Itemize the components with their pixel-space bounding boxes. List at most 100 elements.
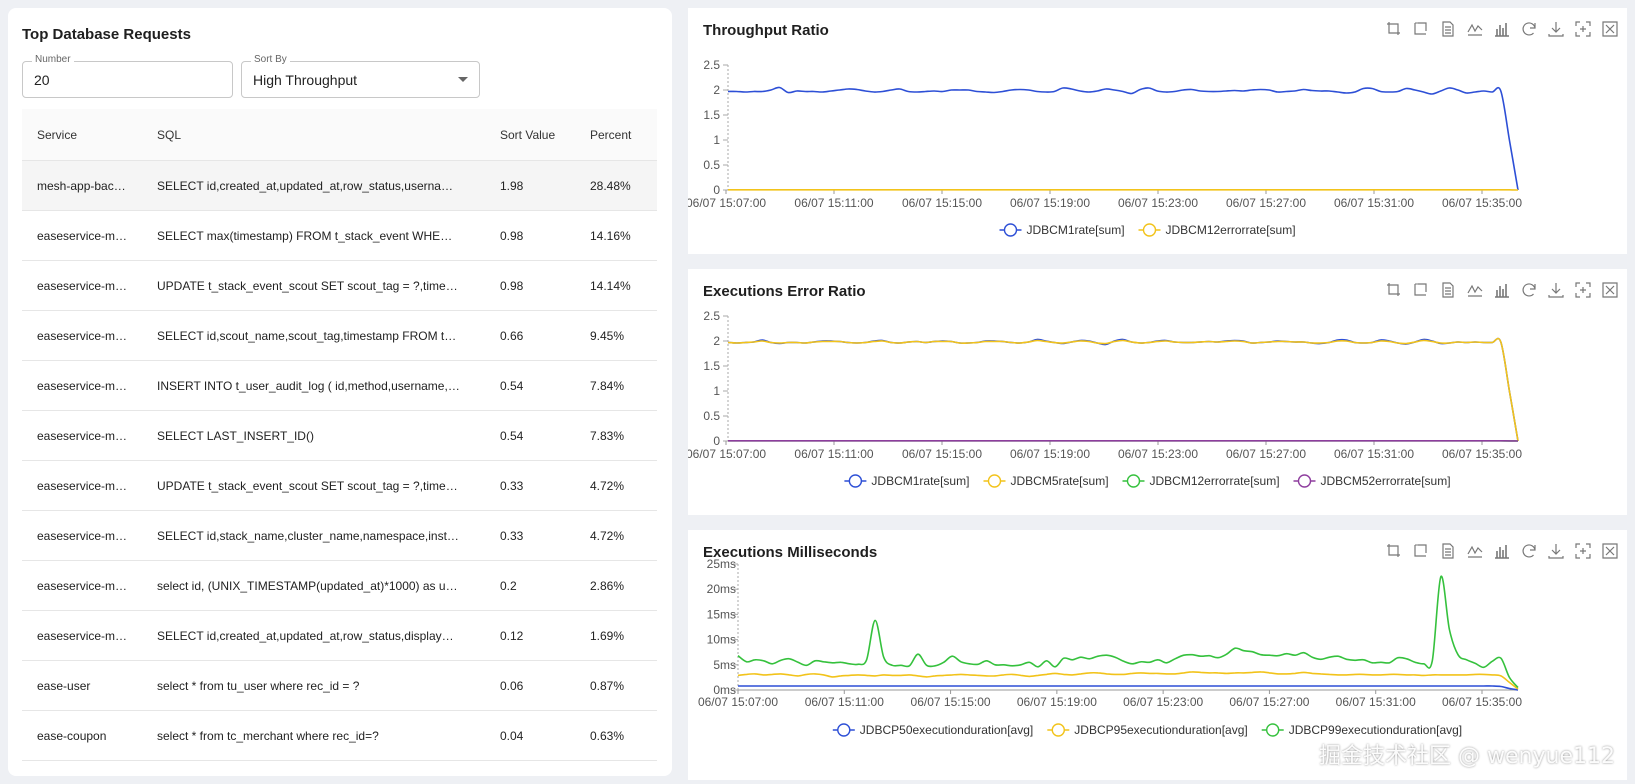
service-cell-text: easeservice-mesh: [37, 478, 130, 493]
restore-icon[interactable]: [1520, 281, 1538, 299]
number-field-value[interactable]: 20: [34, 72, 50, 88]
legend-item[interactable]: JDBCP50executionduration[avg]: [832, 723, 1033, 737]
close-icon[interactable]: [1601, 281, 1619, 299]
table-row[interactable]: easeservice-mesh SELECT id,created_at,upd…: [22, 611, 657, 661]
legend-circle-icon: [1297, 474, 1312, 488]
bar-chart-icon[interactable]: [1493, 20, 1511, 38]
download-icon[interactable]: [1547, 542, 1565, 560]
series-line-2: [727, 337, 1519, 442]
zoom-reset-icon[interactable]: [1412, 281, 1430, 299]
y-tick-label: 25ms: [707, 557, 736, 571]
line-chart-icon[interactable]: [1466, 20, 1484, 38]
legend-item[interactable]: JDBCP99executionduration[avg]: [1261, 723, 1462, 737]
table-row[interactable]: easeservice-mesh INSERT INTO t_user_audit…: [22, 361, 657, 411]
download-icon[interactable]: [1547, 20, 1565, 38]
table-row[interactable]: easeservice-mesh SELECT max(timestamp) FR…: [22, 211, 657, 261]
percent-cell-text: 7.84%: [590, 378, 625, 393]
legend-label: JDBCM12errorrate[sum]: [1166, 223, 1296, 237]
table-row[interactable]: easeservice-mesh SELECT LAST_INSERT_ID() 0…: [22, 411, 657, 461]
sort-value-cell-text: 0.2: [500, 578, 517, 593]
line-chart-icon[interactable]: [1466, 281, 1484, 299]
table-row[interactable]: easeservice-mesh SELECT id,scout_name,sco…: [22, 311, 657, 361]
restore-icon[interactable]: [1520, 542, 1538, 560]
fullscreen-icon[interactable]: [1574, 20, 1592, 38]
zoom-in-icon[interactable]: [1385, 20, 1403, 38]
close-icon[interactable]: [1601, 20, 1619, 38]
column-header-service[interactable]: Service: [37, 127, 78, 142]
close-icon[interactable]: [1601, 542, 1619, 560]
y-tick-label: 1: [713, 133, 720, 147]
chevron-down-icon[interactable]: [458, 77, 468, 82]
sql-cell: SELECT max(timestamp) FROM t_stack_event…: [157, 211, 460, 260]
table-body: mesh-app-backend SELECT id,created_at,upd…: [22, 161, 657, 761]
service-cell-text: easeservice-mesh: [37, 378, 130, 393]
percent-cell: 14.14%: [590, 261, 652, 310]
legend-item[interactable]: JDBCP95executionduration[avg]: [1047, 723, 1248, 737]
x-tick-label: 06/07 15:35:00: [1442, 196, 1522, 210]
legend-label: JDBCM1rate[sum]: [1027, 223, 1125, 237]
service-cell: easeservice-mesh: [37, 511, 130, 560]
bar-chart-icon[interactable]: [1493, 542, 1511, 560]
number-field[interactable]: Number 20: [22, 54, 233, 98]
service-cell: easeservice-mesh: [37, 311, 130, 360]
download-icon[interactable]: [1547, 281, 1565, 299]
x-tick-label: 06/07 15:07:00: [698, 695, 778, 709]
percent-cell: 0.87%: [590, 661, 652, 710]
fullscreen-icon[interactable]: [1574, 281, 1592, 299]
column-header-percent[interactable]: Percent: [590, 127, 632, 142]
chart-canvas[interactable]: 0ms 5ms 10ms 15ms 20ms 25ms 06/07 15:07:00 06/0…: [688, 530, 1627, 780]
zoom-reset-icon[interactable]: [1412, 542, 1430, 560]
table-row[interactable]: easeservice-mesh UPDATE t_stack_event_sco…: [22, 261, 657, 311]
table-row[interactable]: ease-user select * from tu_user where rec…: [22, 661, 657, 711]
service-cell-text: easeservice-mesh: [37, 528, 130, 543]
data-view-icon[interactable]: [1439, 542, 1457, 560]
service-cell: easeservice-mesh: [37, 461, 130, 510]
line-chart-icon[interactable]: [1466, 542, 1484, 560]
sql-cell: SELECT id,created_at,updated_at,row_stat…: [157, 611, 460, 660]
x-tick-label: 06/07 15:07:00: [688, 447, 766, 461]
y-tick-label: 2.5: [703, 309, 720, 323]
sort-by-select[interactable]: Sort By High Throughput: [241, 54, 480, 98]
fullscreen-icon[interactable]: [1574, 542, 1592, 560]
series-line-3: [737, 575, 1519, 689]
number-field-label: Number: [32, 54, 74, 65]
zoom-in-icon[interactable]: [1385, 542, 1403, 560]
chart-toolbox: [1385, 20, 1619, 38]
sort-value-cell: 0.06: [500, 661, 570, 710]
legend-item[interactable]: JDBCM1rate[sum]: [999, 223, 1125, 237]
x-tick-label: 06/07 15:19:00: [1017, 695, 1097, 709]
sort-value-cell: 0.2: [500, 561, 570, 610]
legend-item[interactable]: JDBCM52errorrate[sum]: [1293, 474, 1451, 488]
legend-item[interactable]: JDBCM12errorrate[sum]: [1138, 223, 1296, 237]
panel-title: Top Database Requests: [22, 26, 191, 43]
legend-item[interactable]: JDBCM1rate[sum]: [844, 474, 969, 488]
table-row[interactable]: mesh-app-backend SELECT id,created_at,upd…: [22, 161, 657, 211]
table-row[interactable]: easeservice-mesh select id, (UNIX_TIMESTA…: [22, 561, 657, 611]
column-header-sort-value[interactable]: Sort Value: [500, 127, 556, 142]
chart-canvas[interactable]: 0 0.5 1 1.5 2 2.5 06/07 15:07:00 06/07 15:11:00…: [688, 269, 1627, 515]
table-row[interactable]: easeservice-mesh UPDATE t_stack_event_sco…: [22, 461, 657, 511]
sort-value-cell: 1.98: [500, 161, 570, 210]
table-row[interactable]: easeservice-mesh SELECT id,stack_name,clu…: [22, 511, 657, 561]
sort-value-cell: 0.98: [500, 261, 570, 310]
x-tick-label: 06/07 15:27:00: [1226, 447, 1306, 461]
zoom-in-icon[interactable]: [1385, 281, 1403, 299]
column-header-sql[interactable]: SQL: [157, 127, 182, 142]
service-cell: easeservice-mesh: [37, 411, 130, 460]
executions-milliseconds-chart: Executions Milliseconds 0ms 5ms 10ms 15ms 20…: [688, 530, 1627, 780]
y-tick-label: 2.5: [703, 58, 720, 72]
sort-value-cell-text: 0.06: [500, 678, 524, 693]
x-tick-label: 06/07 15:27:00: [1226, 196, 1306, 210]
data-view-icon[interactable]: [1439, 20, 1457, 38]
legend-item[interactable]: JDBCM5rate[sum]: [983, 474, 1109, 488]
data-view-icon[interactable]: [1439, 281, 1457, 299]
zoom-reset-icon[interactable]: [1412, 20, 1430, 38]
sort-by-value[interactable]: High Throughput: [253, 72, 358, 88]
table-row[interactable]: ease-coupon select * from tc_merchant whe…: [22, 711, 657, 761]
bar-chart-icon[interactable]: [1493, 281, 1511, 299]
percent-cell: 4.72%: [590, 511, 652, 560]
legend-item[interactable]: JDBCM12errorrate[sum]: [1122, 474, 1280, 488]
chart-canvas[interactable]: 0 0.5 1 1.5 2 2.5 06/07 15:07:00 06/07 15:11:00…: [688, 8, 1627, 254]
percent-cell: 2.86%: [590, 561, 652, 610]
restore-icon[interactable]: [1520, 20, 1538, 38]
